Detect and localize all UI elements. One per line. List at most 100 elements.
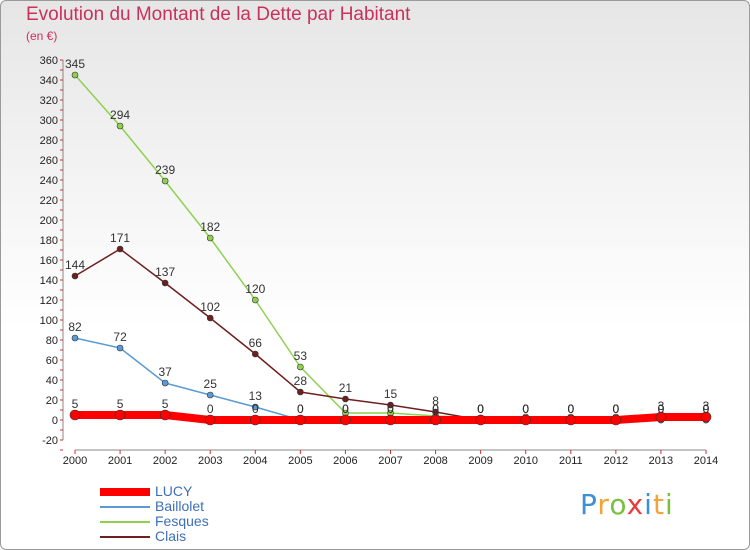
x-tick-label: 2003 xyxy=(198,455,222,467)
legend-label-lucy: LUCY xyxy=(155,483,193,499)
chart-unit: (en €) xyxy=(26,29,58,43)
point-lucy xyxy=(69,409,81,421)
data-label-clais: 0 xyxy=(703,402,710,416)
point-lucy xyxy=(249,414,261,426)
y-tick-label: 100 xyxy=(40,315,58,327)
point-lucy xyxy=(340,414,351,426)
data-label-clais: 0 xyxy=(658,402,665,416)
y-tick-label: 80 xyxy=(46,335,58,347)
data-label-lucy: 5 xyxy=(162,397,169,411)
y-tick-label: 300 xyxy=(40,115,58,127)
point-clais xyxy=(206,314,214,322)
x-tick-label: 2004 xyxy=(243,455,267,467)
data-label-lucy: 0 xyxy=(432,402,439,416)
y-tick-label: 200 xyxy=(40,215,58,227)
x-tick-label: 2001 xyxy=(108,455,132,467)
point-fesques xyxy=(297,363,304,371)
data-label-clais: 8 xyxy=(432,394,439,408)
data-label-fesques: 239 xyxy=(155,163,175,177)
legend-swatch-lucy xyxy=(100,488,150,496)
y-tick-label: 60 xyxy=(46,355,58,367)
data-label-baillolet: 72 xyxy=(113,330,127,344)
x-tick-label: 2010 xyxy=(513,455,537,467)
data-label-baillolet: 0 xyxy=(432,402,439,416)
y-tick-label: 240 xyxy=(40,175,58,187)
data-label-lucy: 3 xyxy=(658,399,665,413)
legend-swatch-clais xyxy=(100,536,150,538)
data-label-clais: 102 xyxy=(200,300,220,314)
data-label-fesques: 294 xyxy=(110,108,130,122)
x-tick-label: 2006 xyxy=(333,455,357,467)
x-tick-label: 2014 xyxy=(694,455,718,467)
data-label-lucy: 0 xyxy=(567,402,574,416)
point-lucy xyxy=(700,411,712,423)
y-tick-label: 220 xyxy=(40,195,58,207)
data-label-lucy: 5 xyxy=(72,397,79,411)
point-lucy xyxy=(204,414,216,426)
data-label-clais: 28 xyxy=(294,374,308,388)
x-tick-label: 2012 xyxy=(604,455,628,467)
point-fesques xyxy=(71,71,79,79)
data-label-baillolet: 13 xyxy=(249,389,263,403)
point-fesques xyxy=(116,122,124,130)
x-tick-label: 2011 xyxy=(559,455,583,467)
data-label-baillolet: 0 xyxy=(658,402,665,416)
data-label-baillolet: 0 xyxy=(613,402,620,416)
point-clais xyxy=(297,388,304,396)
legend-swatch-fesques xyxy=(100,521,150,523)
point-clais xyxy=(251,350,259,358)
data-label-fesques: 345 xyxy=(65,57,85,71)
legend-label-clais: Clais xyxy=(155,528,187,544)
point-baillolet xyxy=(206,391,214,399)
data-label-baillolet: 0 xyxy=(342,402,349,416)
data-label-baillolet: 25 xyxy=(204,377,218,391)
data-label-lucy: 0 xyxy=(613,402,620,416)
point-lucy xyxy=(430,414,441,426)
data-label-clais: 0 xyxy=(522,402,529,416)
x-tick-label: 2000 xyxy=(63,455,87,467)
data-label-baillolet: 0 xyxy=(297,402,304,416)
data-label-baillolet: 0 xyxy=(703,402,710,416)
data-label-clais: 144 xyxy=(65,258,85,272)
data-label-baillolet: 0 xyxy=(477,402,484,416)
data-label-lucy: 0 xyxy=(207,402,214,416)
y-tick-label: 160 xyxy=(40,255,58,267)
data-label-lucy: 0 xyxy=(387,402,394,416)
y-tick-label: 0 xyxy=(52,415,58,427)
y-tick-label: 40 xyxy=(46,375,58,387)
y-tick-label: 260 xyxy=(40,155,58,167)
point-baillolet xyxy=(71,334,79,342)
data-label-lucy: 0 xyxy=(477,402,484,416)
data-label-lucy: 0 xyxy=(342,402,349,416)
y-tick-label: 120 xyxy=(40,295,58,307)
legend-swatch-baillolet xyxy=(100,506,150,508)
y-tick-label: 180 xyxy=(40,235,58,247)
legend-label-fesques: Fesques xyxy=(155,513,209,529)
data-label-lucy: 0 xyxy=(252,402,259,416)
data-label-lucy: 0 xyxy=(522,402,529,416)
point-clais xyxy=(342,395,349,403)
point-lucy xyxy=(475,414,486,426)
data-label-clais: 15 xyxy=(384,387,398,401)
data-label-baillolet: 82 xyxy=(68,320,82,334)
point-lucy xyxy=(610,414,622,426)
data-label-fesques: 120 xyxy=(245,282,265,296)
point-clais xyxy=(71,272,79,280)
data-label-baillolet: 0 xyxy=(387,402,394,416)
x-tick-label: 2009 xyxy=(468,455,492,467)
y-tick-label: 140 xyxy=(40,275,58,287)
axes: -200204060801001201401601802002202402602… xyxy=(40,55,719,467)
point-baillolet xyxy=(161,379,169,387)
data-label-lucy: 5 xyxy=(117,397,124,411)
data-label-lucy: 0 xyxy=(297,402,304,416)
y-tick-label: -20 xyxy=(42,435,58,447)
x-tick-label: 2005 xyxy=(288,455,312,467)
data-label-clais: 171 xyxy=(110,231,130,245)
point-clais xyxy=(161,279,169,287)
data-label-clais: 137 xyxy=(155,265,175,279)
point-fesques xyxy=(161,177,169,185)
x-tick-label: 2002 xyxy=(153,455,177,467)
point-lucy xyxy=(385,414,396,426)
